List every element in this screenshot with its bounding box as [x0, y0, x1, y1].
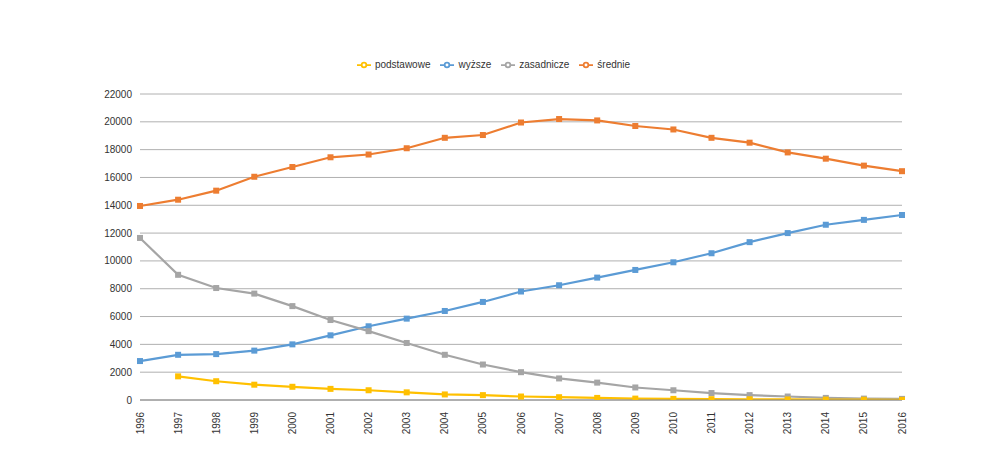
svg-text:0: 0: [126, 395, 132, 406]
svg-text:6000: 6000: [110, 311, 133, 322]
svg-text:20000: 20000: [104, 116, 132, 127]
svg-text:2010: 2010: [668, 412, 679, 435]
svg-text:22000: 22000: [104, 89, 132, 100]
svg-text:14000: 14000: [104, 200, 132, 211]
svg-text:1997: 1997: [173, 412, 184, 435]
svg-text:2006: 2006: [516, 412, 527, 435]
svg-text:2011: 2011: [706, 412, 717, 434]
svg-text:4000: 4000: [110, 339, 133, 350]
svg-text:1996: 1996: [135, 412, 146, 435]
svg-text:2015: 2015: [858, 412, 869, 435]
svg-text:2013: 2013: [782, 412, 793, 435]
svg-text:2012: 2012: [744, 412, 755, 435]
svg-text:2016: 2016: [897, 412, 908, 435]
svg-text:2002: 2002: [363, 412, 374, 435]
svg-text:1999: 1999: [249, 412, 260, 435]
svg-text:16000: 16000: [104, 172, 132, 183]
svg-text:2000: 2000: [110, 367, 133, 378]
svg-text:2014: 2014: [820, 412, 831, 435]
svg-text:2005: 2005: [477, 412, 488, 435]
html-text:zasadnicze: zasadnicze: [519, 58, 570, 70]
svg-text:12000: 12000: [104, 228, 132, 239]
html-text:podstawowe: podstawowe: [374, 58, 431, 70]
svg-text:2001: 2001: [325, 412, 336, 435]
svg-text:2008: 2008: [592, 412, 603, 435]
html-text:średnie: średnie: [597, 58, 631, 70]
svg-text:2009: 2009: [630, 412, 641, 435]
svg-text:18000: 18000: [104, 144, 132, 155]
svg-text:10000: 10000: [104, 255, 132, 266]
svg-text:2007: 2007: [554, 412, 565, 435]
svg-text:1998: 1998: [211, 412, 222, 435]
svg-text:2000: 2000: [287, 412, 298, 435]
svg-text:8000: 8000: [110, 283, 133, 294]
svg-text:2004: 2004: [439, 412, 450, 435]
html-text:wyższe: wyższe: [458, 58, 492, 70]
svg-text:2003: 2003: [401, 412, 412, 435]
